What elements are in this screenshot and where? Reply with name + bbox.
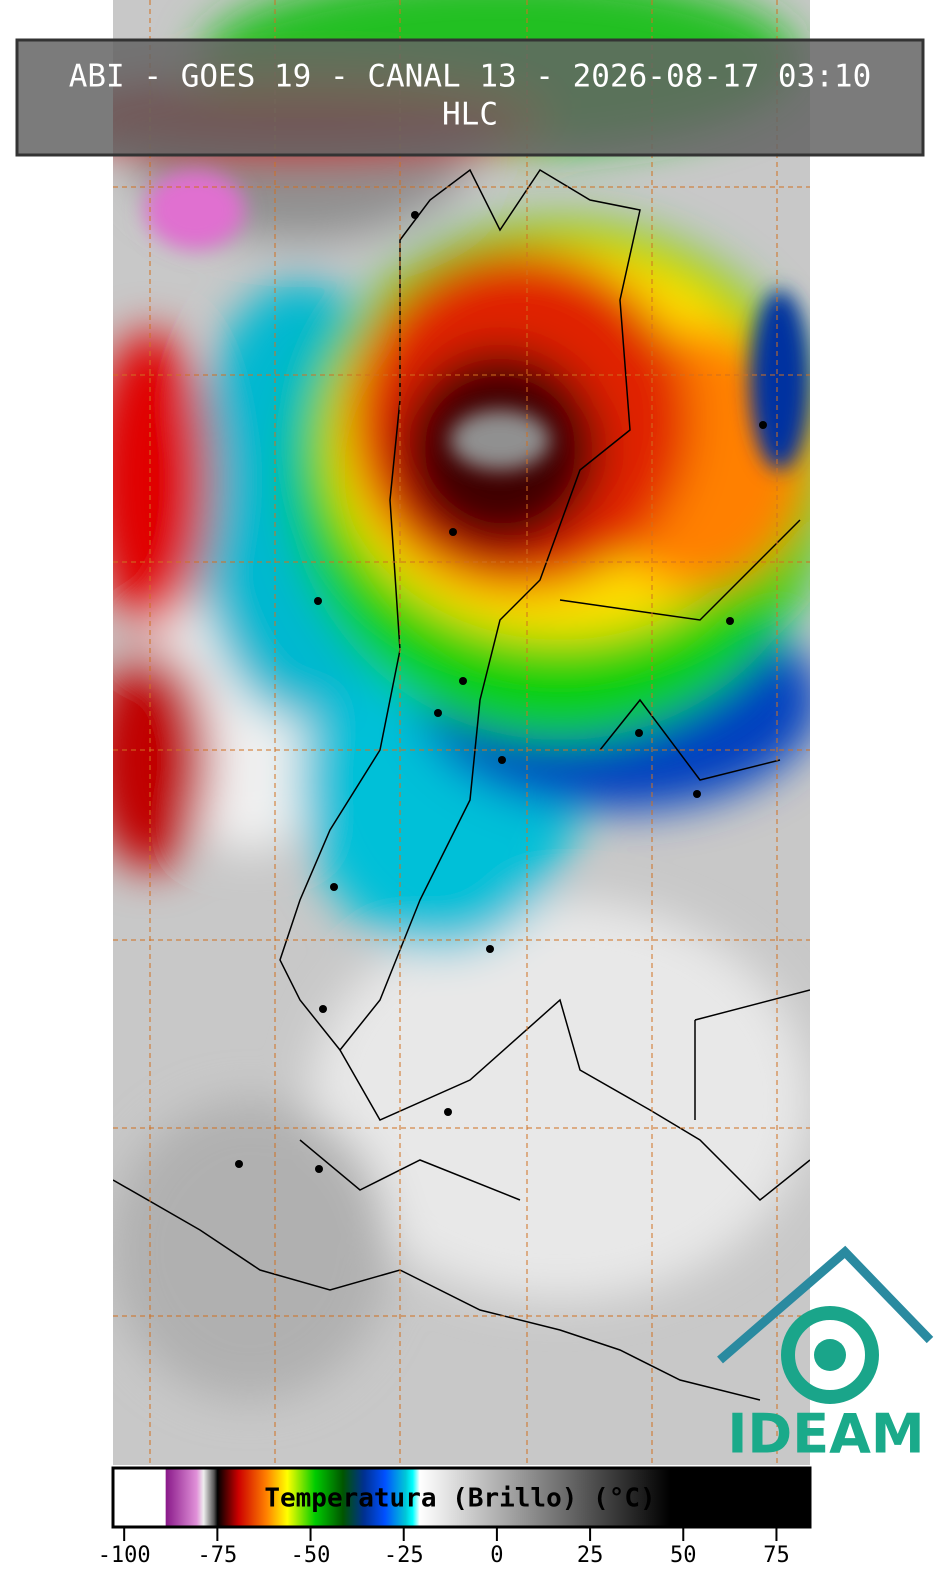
colorbar-tick-label: -50 — [291, 1543, 331, 1568]
colorbar-tick-label: -75 — [197, 1543, 237, 1568]
colorbar-tick-label: 25 — [577, 1543, 604, 1568]
title: ABI - GOES 19 - CANAL 13 - 2026-08-17 03… — [69, 59, 872, 95]
colorbar — [111, 1466, 812, 1529]
colorbar-label: Temperatura (Brillo) (°C) — [264, 1484, 655, 1514]
subtitle: HLC — [442, 97, 498, 133]
colorbar-tick-label: 50 — [670, 1543, 697, 1568]
graticule — [113, 0, 810, 1465]
logo: IDEAM — [717, 1245, 934, 1466]
colorbar-tick-label: 75 — [763, 1543, 790, 1568]
cities — [235, 211, 767, 1173]
colorbar-tick-label: -25 — [384, 1543, 424, 1568]
colorbar-tick-label: -100 — [98, 1543, 151, 1568]
satellite-image — [113, 0, 810, 1465]
logo-text: IDEAM — [727, 1403, 924, 1466]
colorbar-tick-label: 0 — [490, 1543, 503, 1568]
title-box — [15, 38, 925, 157]
